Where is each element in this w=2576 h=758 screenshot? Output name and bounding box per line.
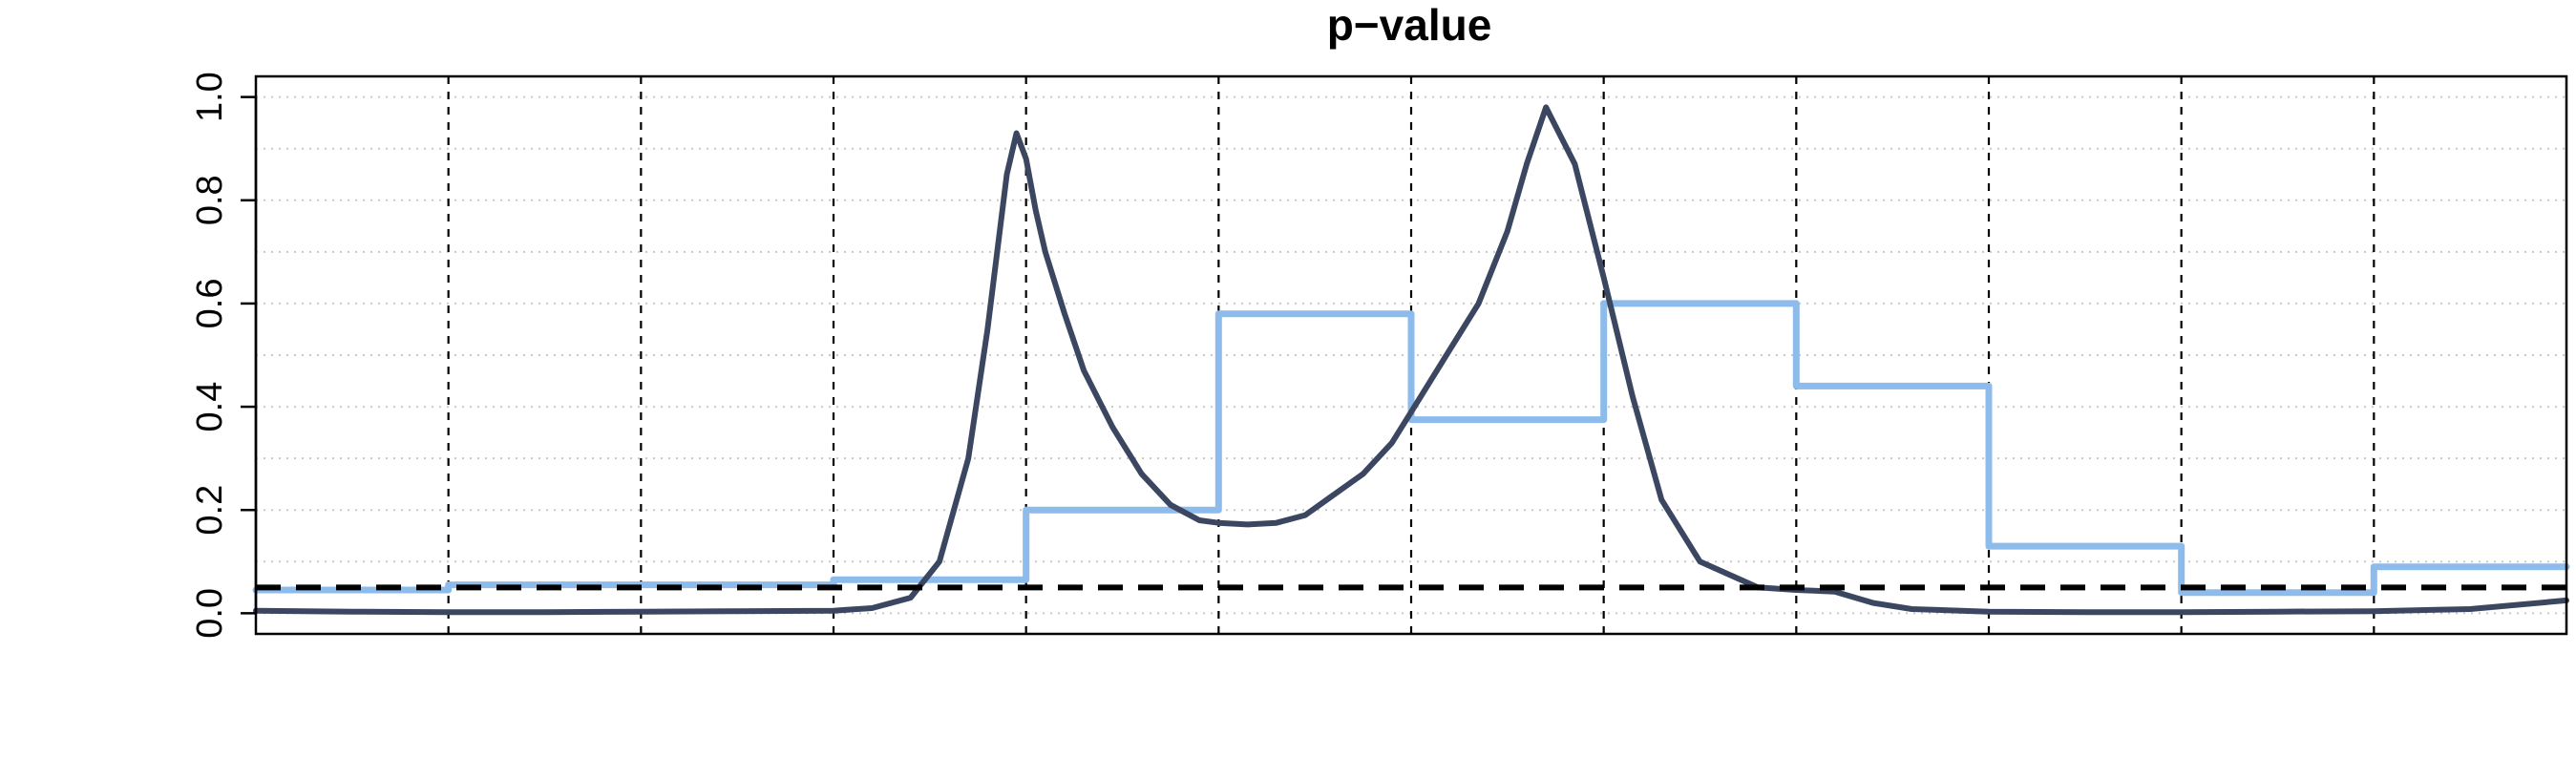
- y-axis: 0.0 0.2 0.4 0.6 0.8 1.0: [190, 72, 258, 639]
- y-tick-label: 0.0: [190, 588, 230, 639]
- y-tick-label: 0.4: [190, 382, 230, 432]
- y-tick-label: 1.0: [190, 72, 230, 122]
- step-p-value-line: [252, 300, 2570, 597]
- smooth-p-value-line: [253, 104, 2569, 616]
- y-tick-label: 0.6: [190, 279, 230, 329]
- y-tick-label: 0.2: [190, 485, 230, 536]
- chart-title: p−value: [1327, 0, 1492, 50]
- y-tick-label: 0.8: [190, 175, 230, 225]
- series-lines: [252, 104, 2570, 616]
